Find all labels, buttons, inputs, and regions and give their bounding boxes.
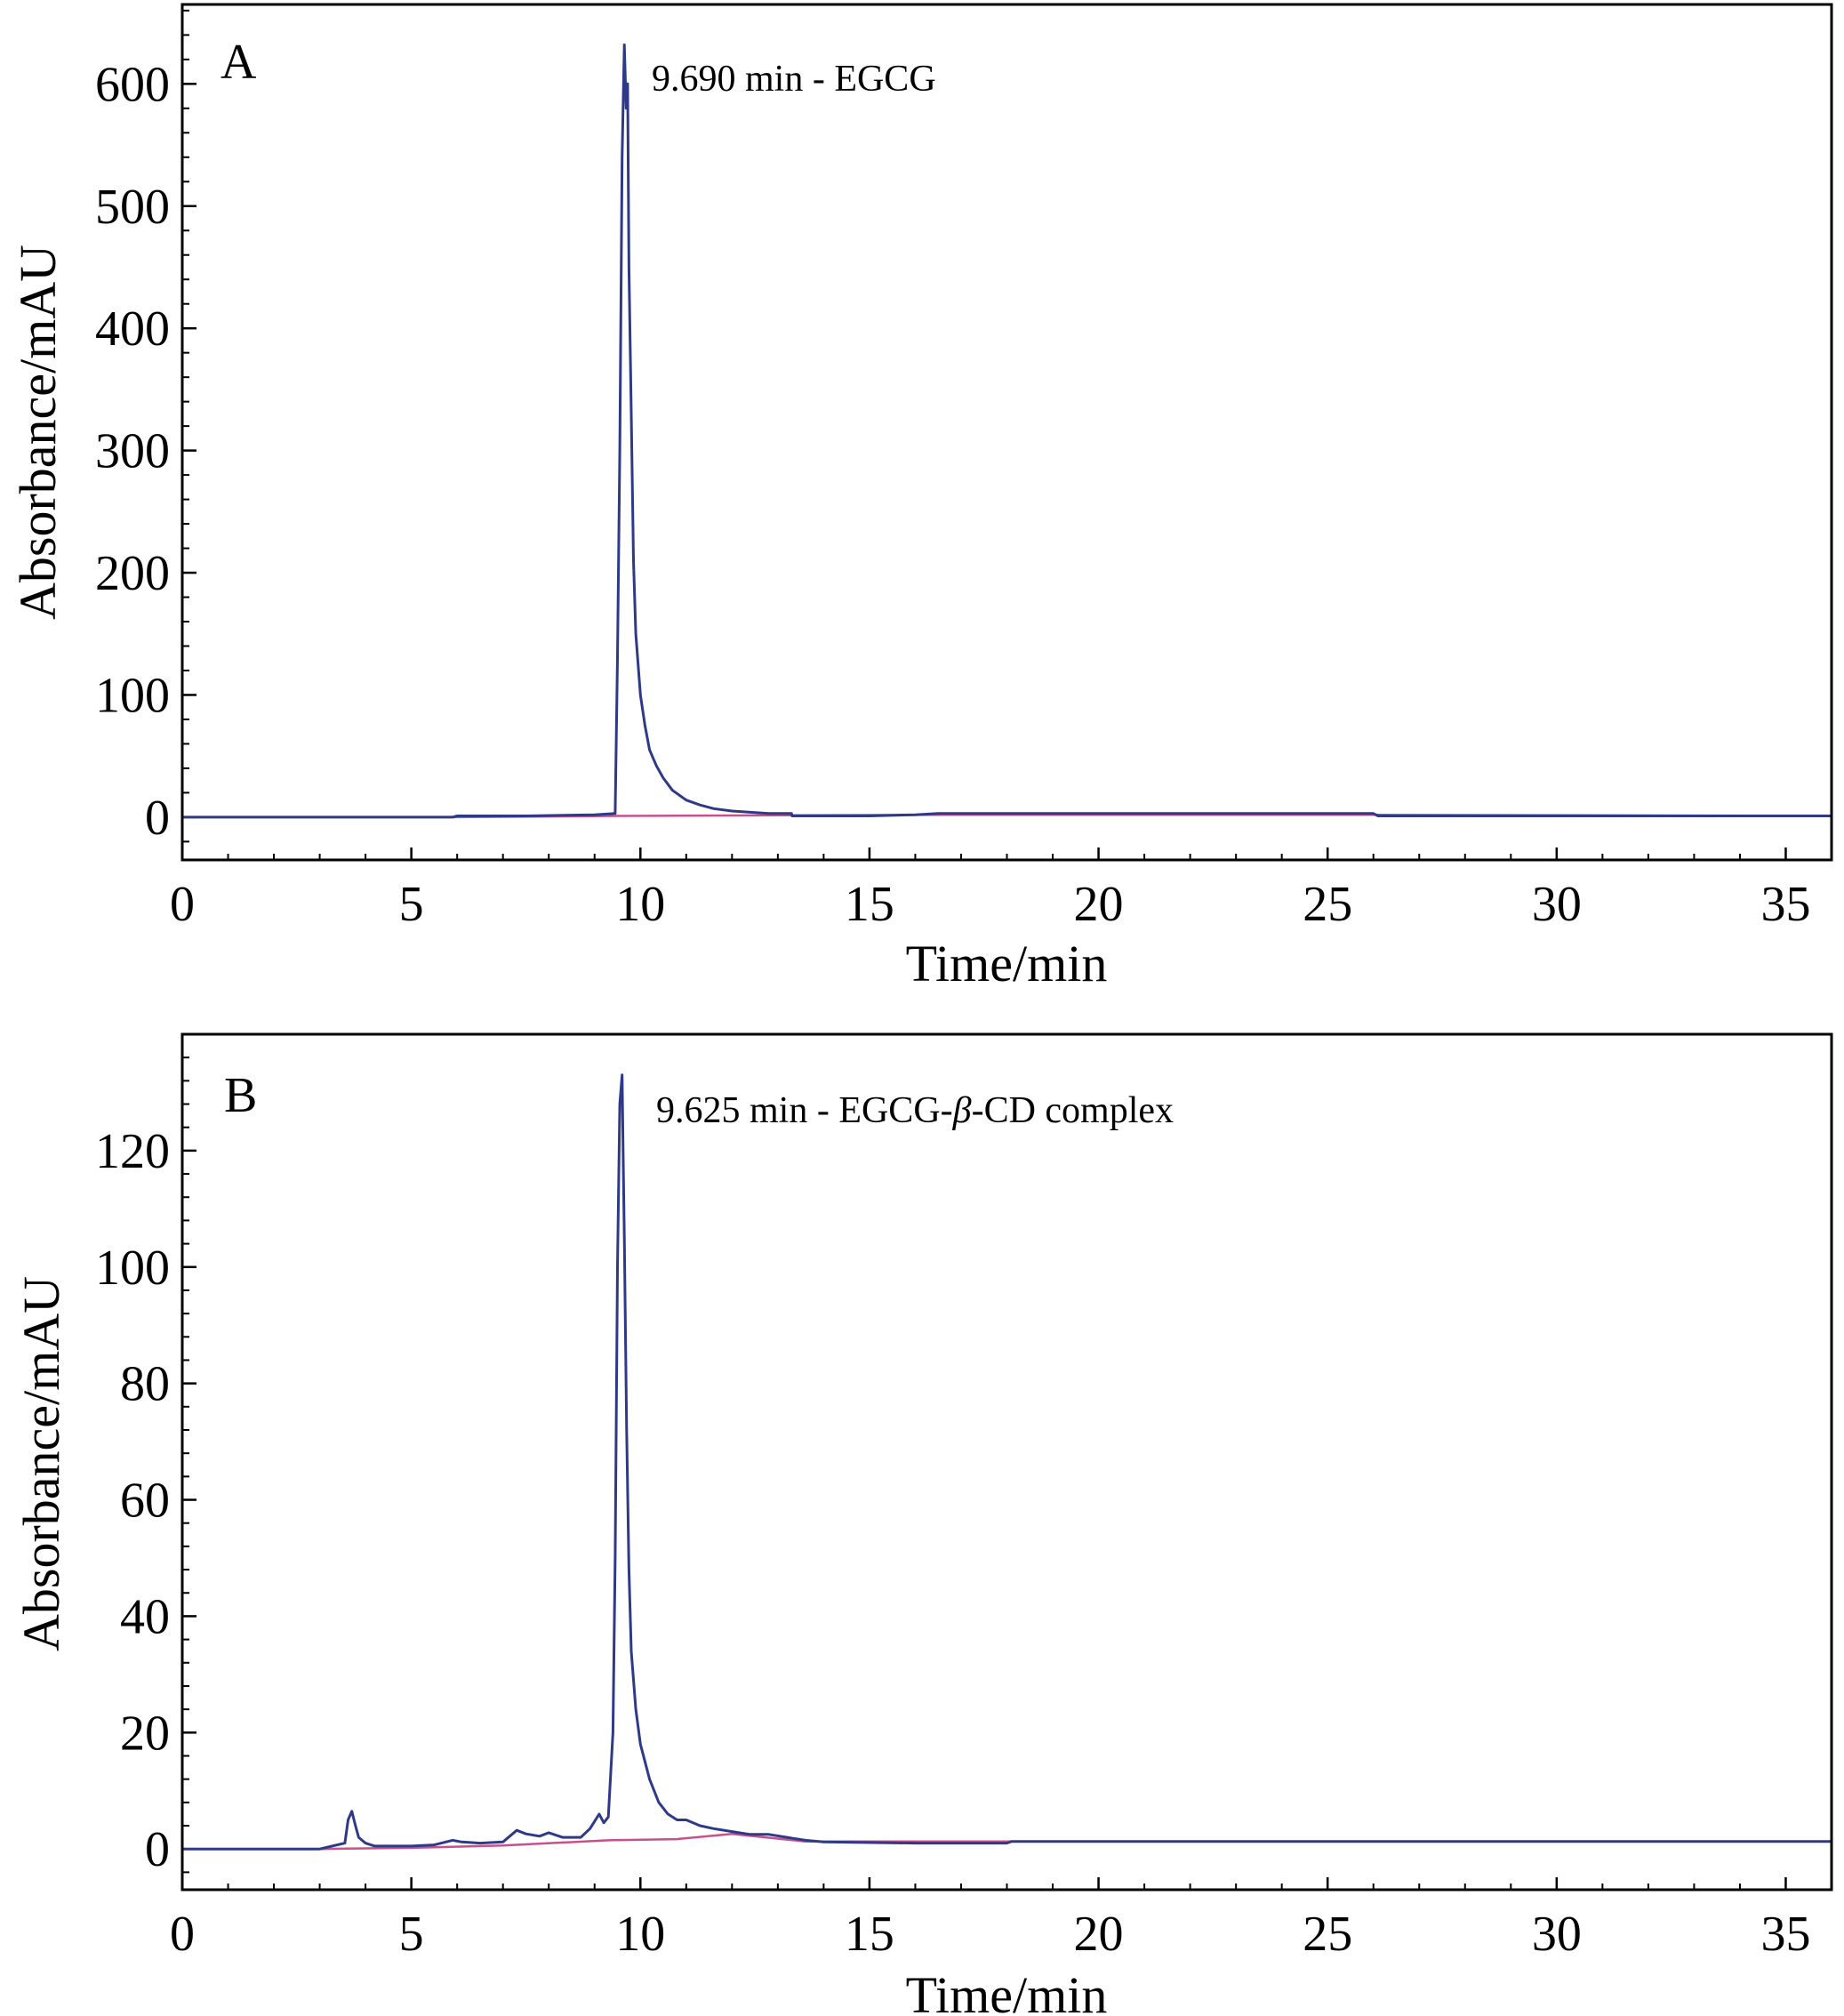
panel-a: 0 5 10 15 20 25 30 35 0 100 200 300 400 500 600 A 9.69… [9,3,1833,992]
panel-b-x-tick-label: 25 [1303,1907,1352,1962]
panel-a-frame [180,3,1833,862]
panel-b-y-tick-label: 20 [120,1706,170,1761]
panel-a-y-tick-label: 600 [95,57,170,112]
panel-a-y-tick-label: 300 [95,424,170,479]
panel-a-y-tick-label: 400 [95,301,170,357]
panel-a-label: A [220,35,257,90]
panel-b-signal-trace [182,1073,1832,1851]
panel-b-x-tick-label: 35 [1760,1907,1810,1962]
panel-a-y-tick-label: 100 [95,668,170,723]
panel-a-plot-layer: 0 5 10 15 20 25 30 35 0 100 200 300 400 500 600 [95,9,1832,932]
panel-a-x-tick-label: 5 [399,877,424,932]
panel-a-signal-trace [182,43,1832,819]
panel-b-frame [180,1032,1833,1892]
panel-b-y-axis-label: Absorbance/mAU [12,1276,70,1651]
panel-b-peak-annotation: 9.625 min - EGCG-β-CD complex [656,1090,1174,1131]
panel-b-x-tick-label: 0 [170,1907,195,1962]
panel-b-x-tick-label: 15 [845,1907,894,1962]
panel-a-x-tick-label: 35 [1760,877,1810,932]
panel-b-label: B [224,1068,257,1123]
panel-a-x-tick-label: 20 [1074,877,1124,932]
panel-a-x-tick-label: 15 [845,877,894,932]
panel-b-y-tick-label: 80 [120,1357,170,1412]
panel-b-x-tick-label: 30 [1532,1907,1582,1962]
panel-b-y-tick-label: 100 [95,1241,170,1296]
panel-a-x-tick-label: 30 [1532,877,1582,932]
panel-a-peak-annotation: 9.690 min - EGCG [652,59,936,100]
panel-b-y-tick-label: 60 [120,1474,170,1529]
panel-a-y-axis-label: Absorbance/mAU [9,245,67,620]
panel-b-x-tick-label: 5 [399,1907,424,1962]
panel-a-x-tick-label: 10 [615,877,665,932]
panel-b-y-tick-label: 0 [145,1822,170,1877]
panel-a-x-tick-label: 0 [170,877,195,932]
panel-a-y-tick-label: 200 [95,546,170,601]
panel-b-x-tick-label: 20 [1074,1907,1124,1962]
panel-b-x-axis-label: Time/min [906,1966,1108,2016]
panel-a-y-tick-label: 0 [145,791,170,846]
panel-b-annotation-beta: β [952,1090,972,1131]
panel-b-y-tick-label: 120 [95,1124,170,1179]
panel-b-plot-layer: 0 5 10 15 20 25 30 35 0 20 40 60 80 100 120 [95,1056,1832,1962]
panel-b-x-tick-label: 10 [615,1907,665,1962]
panel-a-y-tick-label: 500 [95,180,170,235]
panel-b-annotation-part-1: 9.625 min - EGCG- [656,1090,953,1131]
panel-b-y-tick-label: 40 [120,1589,170,1644]
panel-a-x-tick-label: 25 [1303,877,1352,932]
panel-b: 0 5 10 15 20 25 30 35 0 20 40 60 80 100 120 B 9.625 mi… [12,1032,1833,2016]
panel-a-x-axis-label: Time/min [906,935,1108,992]
panel-b-annotation-part-2: -CD complex [972,1090,1174,1131]
